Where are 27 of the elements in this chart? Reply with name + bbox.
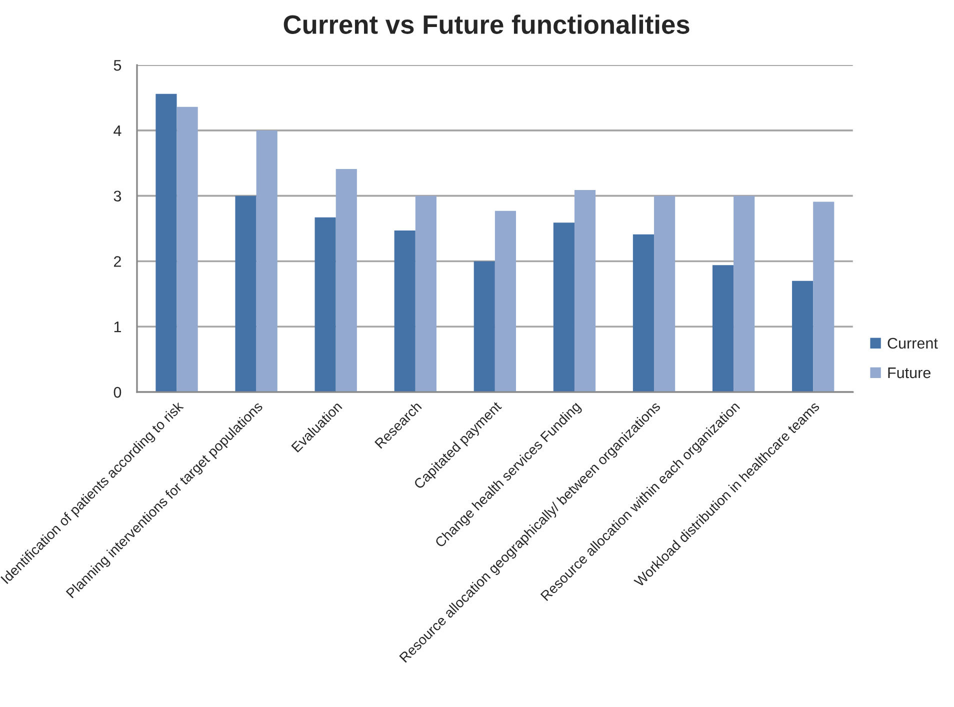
bar — [654, 196, 676, 392]
y-tick-label: 4 — [114, 125, 122, 136]
bar — [176, 106, 198, 392]
bar — [813, 202, 834, 392]
y-tick-label: 2 — [114, 256, 121, 267]
y-tick-label: 0 — [114, 386, 122, 398]
y-tick-label: 1 — [114, 322, 121, 332]
bar — [474, 261, 495, 392]
y-tick-label: 5 — [114, 60, 122, 71]
bar — [156, 94, 177, 392]
legend-label: Future — [888, 368, 930, 378]
bar — [712, 265, 734, 392]
y-tick-label: 3 — [114, 190, 122, 202]
bar — [792, 280, 814, 392]
bar — [574, 190, 596, 392]
chart-title: Current vs Future functionalities — [284, 14, 690, 34]
bar — [256, 130, 278, 392]
bar — [734, 196, 755, 392]
bar — [336, 169, 357, 392]
bar — [415, 196, 436, 392]
legend-label: Current — [888, 338, 938, 349]
bar — [235, 196, 256, 392]
bar — [394, 230, 416, 392]
bar — [632, 234, 654, 392]
bar — [314, 217, 336, 392]
bar — [553, 222, 574, 392]
bar — [494, 210, 516, 392]
